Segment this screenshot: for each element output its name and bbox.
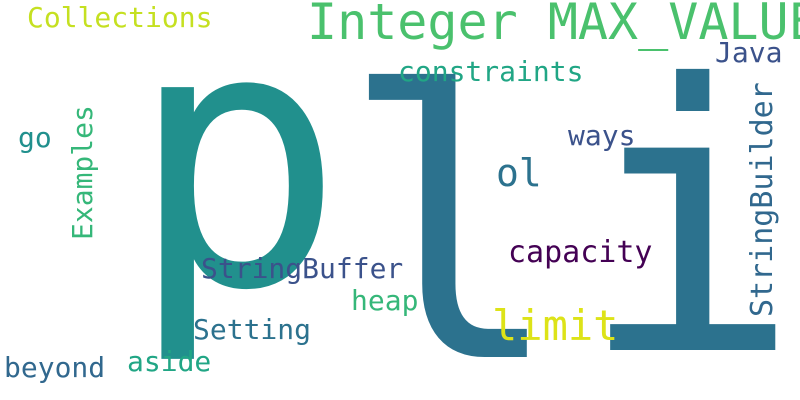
- word-beyond: beyond: [4, 351, 106, 384]
- word-examples: Examples: [66, 105, 99, 240]
- word-p: p: [128, 0, 345, 369]
- word-l: l: [340, 15, 563, 400]
- word-collections: Collections: [27, 1, 213, 34]
- word-integer-max-value: Integer MAX_VALUE: [307, 0, 800, 51]
- word-capacity: capacity: [508, 235, 653, 270]
- word-go: go: [18, 121, 52, 154]
- word-java: Java: [715, 36, 783, 69]
- word-ways: ways: [568, 119, 636, 152]
- word-i: i: [578, 8, 800, 400]
- word-constraints: constraints: [398, 55, 584, 88]
- word-ol: ol: [496, 151, 542, 195]
- word-stringbuilder: StringBuilder: [745, 82, 780, 317]
- word-setting: Setting: [193, 313, 312, 346]
- word-aside: aside: [127, 345, 212, 378]
- word-heap: heap: [351, 284, 419, 317]
- word-stringbuffer: StringBuffer: [201, 252, 404, 285]
- word-limit: limit: [492, 301, 619, 350]
